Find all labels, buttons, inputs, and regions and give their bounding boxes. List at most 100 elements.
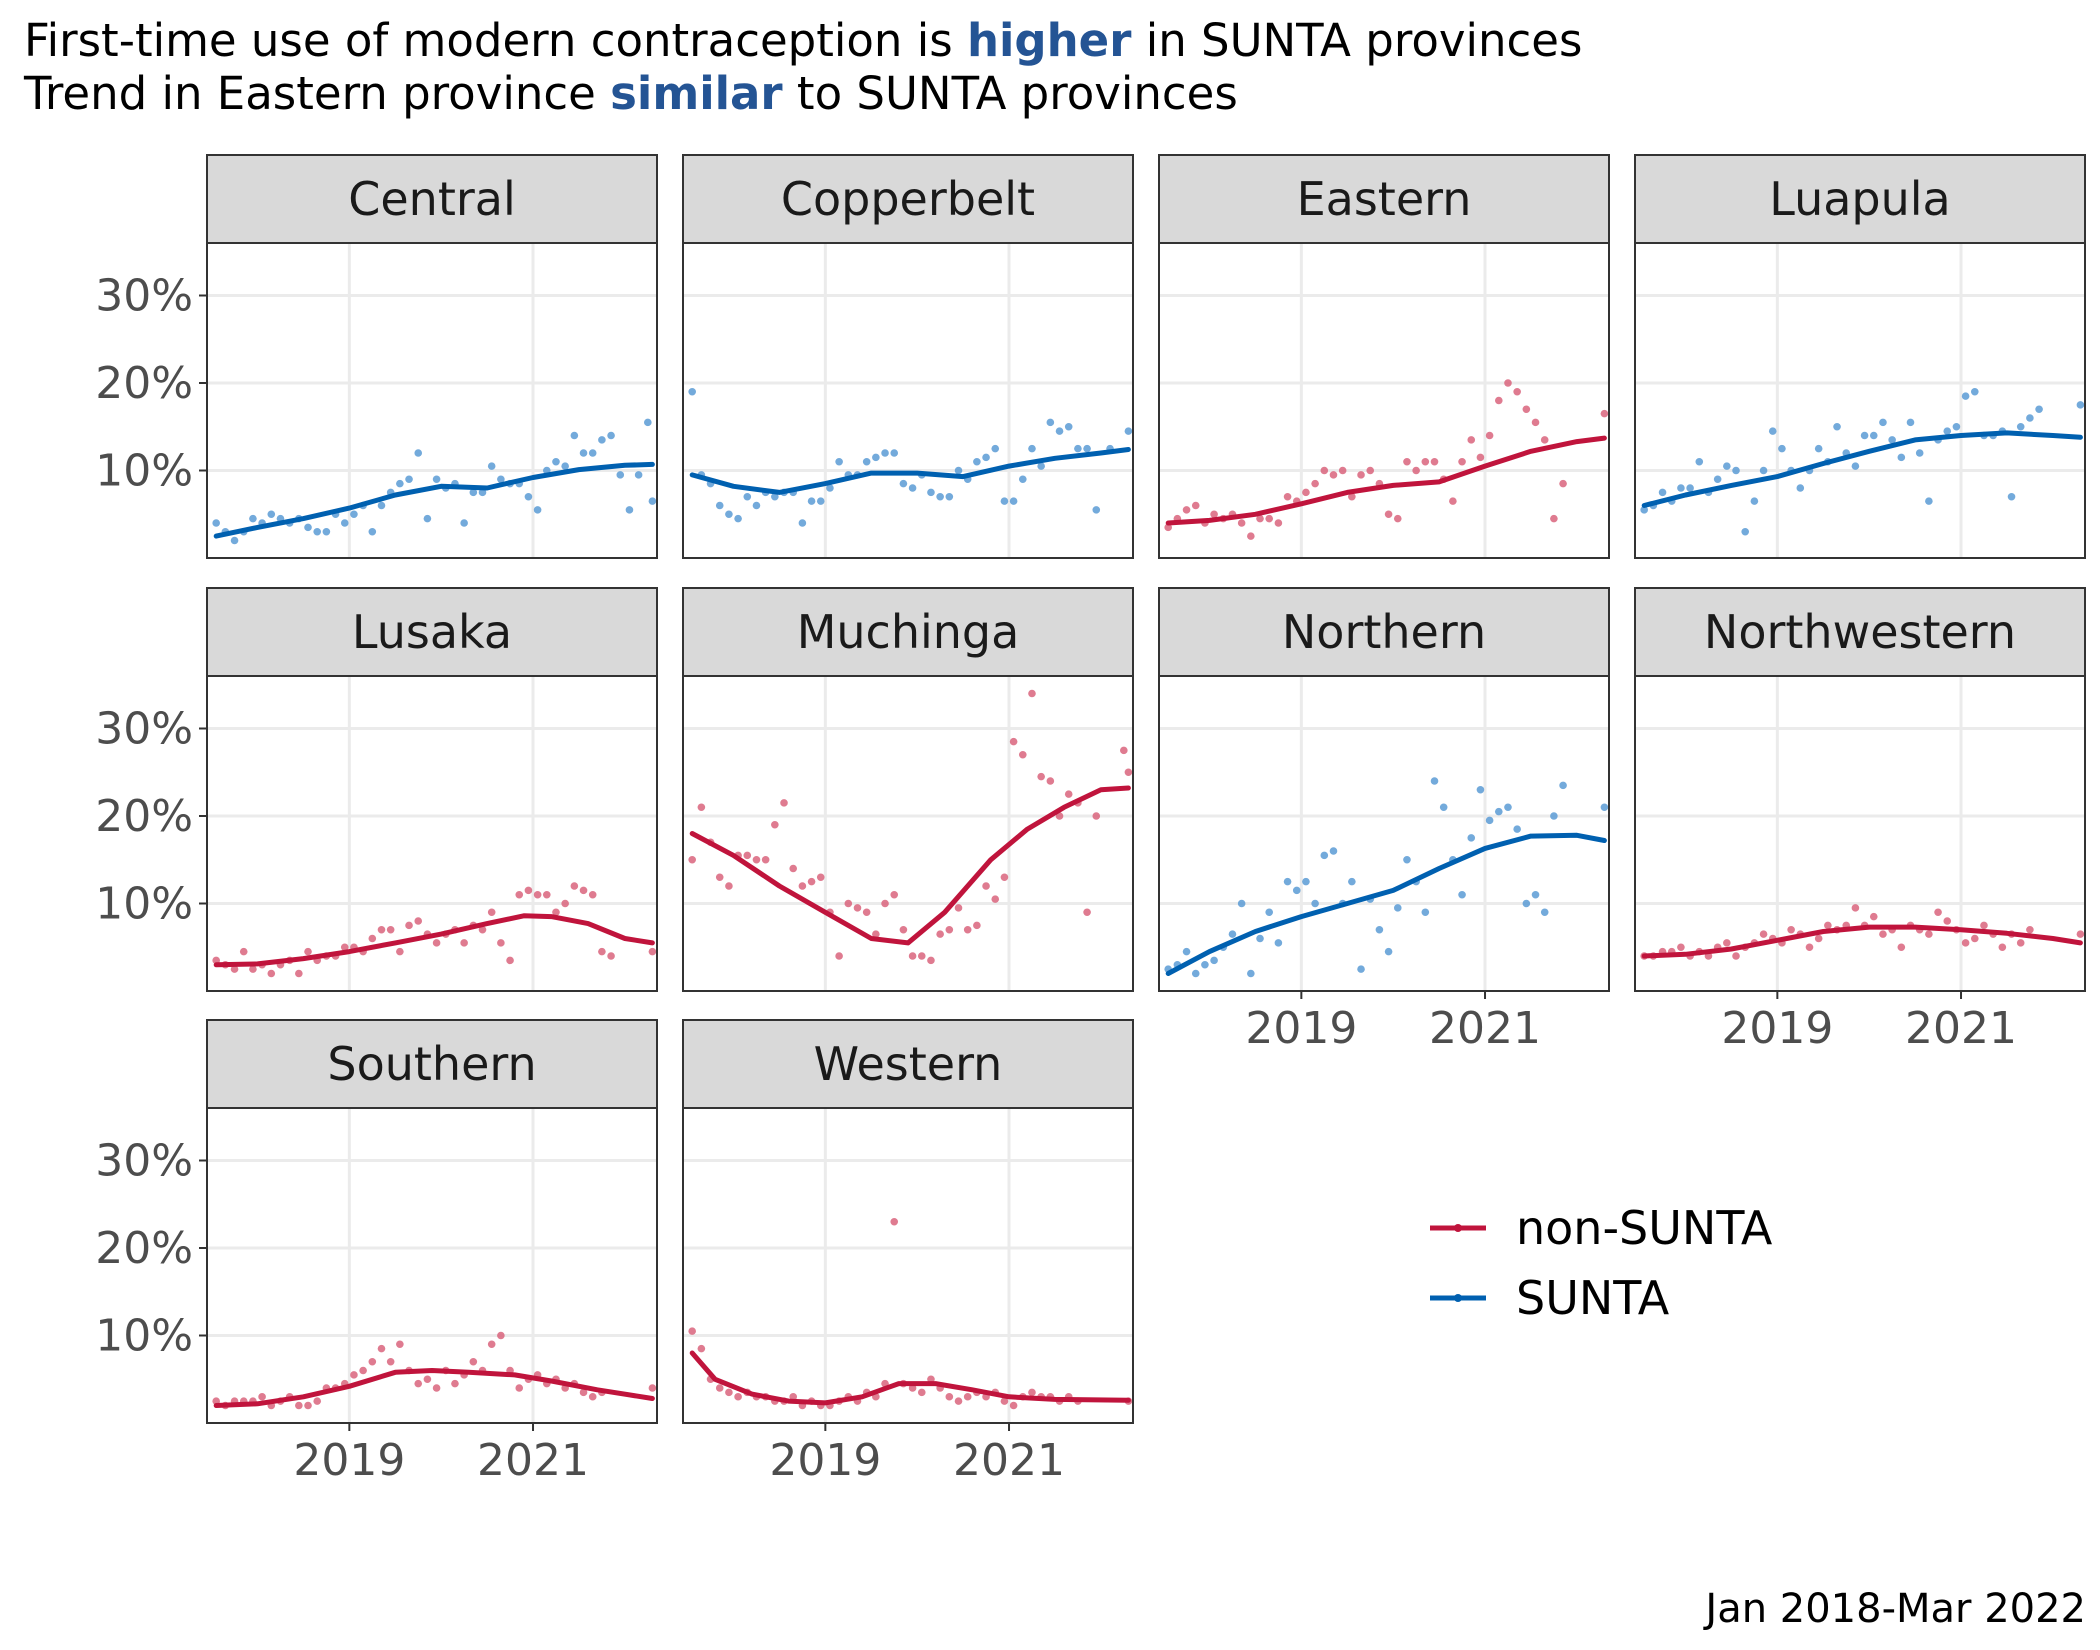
data-point bbox=[780, 799, 788, 807]
data-point bbox=[1458, 890, 1466, 899]
data-point bbox=[1064, 790, 1073, 798]
data-point bbox=[524, 492, 533, 501]
data-point bbox=[1869, 431, 1878, 440]
data-point bbox=[1750, 497, 1759, 505]
data-point bbox=[350, 1371, 358, 1379]
data-point bbox=[1467, 834, 1476, 842]
trend-line-southern bbox=[213, 1368, 655, 1408]
x-tick-label: 2019 bbox=[769, 1435, 881, 1486]
data-point bbox=[1375, 925, 1384, 934]
data-point bbox=[1384, 947, 1393, 956]
data-point bbox=[368, 934, 377, 943]
strip-label-southern: Southern bbox=[327, 1037, 536, 1091]
data-point bbox=[945, 925, 954, 934]
panel-bg-central bbox=[207, 243, 657, 558]
data-point bbox=[239, 947, 248, 956]
data-point bbox=[1476, 453, 1485, 462]
data-point bbox=[423, 1375, 432, 1384]
data-point bbox=[807, 497, 816, 505]
data-point bbox=[588, 890, 597, 899]
data-point bbox=[1952, 422, 1961, 431]
y-tick-label: 10% bbox=[95, 446, 193, 497]
x-tick-label: 2019 bbox=[1245, 1003, 1357, 1054]
data-point bbox=[752, 855, 761, 864]
data-point bbox=[890, 1217, 899, 1226]
data-point bbox=[1009, 737, 1018, 746]
data-point bbox=[396, 947, 404, 956]
data-point bbox=[1531, 418, 1540, 427]
data-point bbox=[1283, 877, 1292, 886]
data-point bbox=[1366, 466, 1375, 475]
data-point bbox=[917, 952, 926, 960]
data-point bbox=[1311, 479, 1319, 488]
data-point bbox=[715, 1384, 724, 1392]
data-point bbox=[1550, 514, 1558, 523]
strip-label-muchinga: Muchinga bbox=[797, 605, 1020, 659]
panel-border-northwestern bbox=[1634, 675, 2086, 992]
data-point bbox=[1037, 772, 1045, 781]
data-point bbox=[1531, 890, 1540, 899]
date-range-caption: Jan 2018-Mar 2022 bbox=[1705, 1586, 2086, 1632]
data-point bbox=[497, 939, 505, 947]
data-point bbox=[1083, 444, 1091, 453]
data-point bbox=[625, 506, 634, 514]
legend-label: SUNTA bbox=[1516, 1271, 1670, 1325]
data-point bbox=[267, 969, 276, 978]
data-point bbox=[1713, 475, 1722, 484]
data-point bbox=[2076, 401, 2085, 409]
title-line-1-text-end: in SUNTA provinces bbox=[1131, 14, 1583, 67]
data-point bbox=[1485, 816, 1494, 825]
data-point bbox=[1329, 847, 1338, 855]
data-point bbox=[1522, 899, 1531, 908]
data-point bbox=[761, 855, 770, 864]
data-point bbox=[579, 1388, 588, 1397]
data-point bbox=[1897, 453, 1906, 462]
data-point bbox=[1403, 855, 1411, 864]
data-point bbox=[258, 1392, 266, 1401]
data-point bbox=[1723, 939, 1731, 947]
strip-northern bbox=[1158, 587, 1610, 677]
data-point bbox=[1540, 436, 1549, 444]
data-point bbox=[359, 1366, 367, 1375]
data-point bbox=[1210, 956, 1218, 965]
data-point bbox=[1504, 803, 1512, 812]
data-point bbox=[1237, 519, 1246, 527]
x-tick-label: 2019 bbox=[1721, 1003, 1833, 1054]
trend-line-central bbox=[213, 461, 655, 539]
data-point bbox=[304, 523, 312, 532]
data-point bbox=[890, 890, 899, 899]
data-point bbox=[1046, 777, 1055, 785]
panel-southern: Southern 10% 20% 30% bbox=[95, 1019, 658, 1424]
panel-copperbelt: Copperbelt bbox=[682, 154, 1134, 559]
data-point bbox=[588, 1392, 597, 1401]
data-point bbox=[1658, 488, 1667, 497]
data-point bbox=[1210, 510, 1218, 519]
data-point bbox=[533, 506, 542, 514]
data-point bbox=[524, 886, 533, 895]
data-point bbox=[1182, 947, 1191, 956]
panel-border-eastern bbox=[1158, 242, 1610, 559]
data-point bbox=[1320, 466, 1329, 475]
data-point bbox=[936, 492, 944, 501]
data-point bbox=[1695, 457, 1704, 466]
data-point bbox=[1540, 908, 1549, 917]
data-point bbox=[598, 436, 606, 444]
data-point bbox=[1449, 497, 1457, 505]
data-point bbox=[1311, 899, 1319, 908]
title-line-1-text: First-time use of modern contraception i… bbox=[24, 14, 967, 67]
data-point bbox=[1421, 457, 1430, 466]
strip-muchinga bbox=[682, 587, 1134, 677]
strip-western bbox=[682, 1019, 1134, 1109]
panel-bg-copperbelt bbox=[683, 243, 1133, 558]
data-point bbox=[1759, 466, 1768, 475]
data-point bbox=[1393, 514, 1402, 523]
panel-western: Western bbox=[682, 1019, 1134, 1424]
data-point bbox=[1439, 803, 1448, 812]
panel-bg-luapula bbox=[1635, 243, 2085, 558]
data-point bbox=[1074, 444, 1082, 453]
data-point bbox=[881, 899, 889, 908]
data-point bbox=[648, 947, 657, 956]
data-point bbox=[954, 1397, 963, 1405]
data-point bbox=[506, 956, 514, 965]
